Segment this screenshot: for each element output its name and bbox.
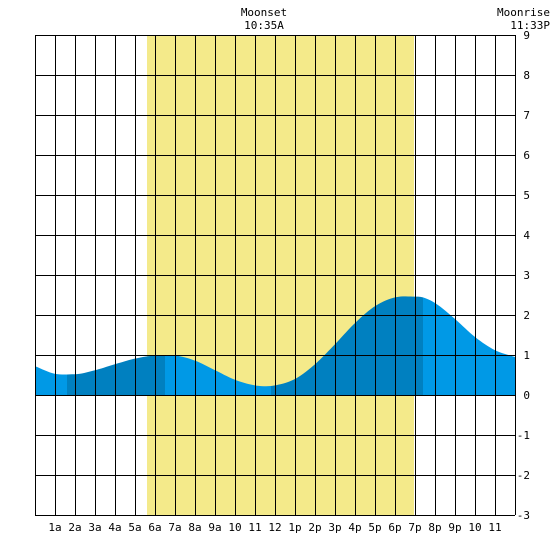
x-tick-label: 7p — [408, 521, 421, 534]
moon-event-time: 11:33P — [510, 19, 550, 32]
x-tick-label: 6a — [148, 521, 161, 534]
y-tick-label: 0 — [523, 389, 530, 402]
y-tick-label: 4 — [523, 229, 530, 242]
y-tick-label: 3 — [523, 269, 530, 282]
x-tick-label: 2a — [68, 521, 81, 534]
y-tick-label: 2 — [523, 309, 530, 322]
tide-segment-falling — [423, 297, 515, 395]
x-tick-label: 11 — [248, 521, 261, 534]
x-tick-label: 4a — [108, 521, 121, 534]
x-tick-label: 5p — [368, 521, 381, 534]
tide-segment-rising — [271, 296, 423, 395]
x-tick-label: 12 — [268, 521, 281, 534]
x-tick-label: 9p — [448, 521, 461, 534]
x-tick-label: 8p — [428, 521, 441, 534]
y-tick-label: -2 — [517, 469, 530, 482]
x-tick-label: 8a — [188, 521, 201, 534]
x-tick-label: 7a — [168, 521, 181, 534]
y-tick-label: 6 — [523, 149, 530, 162]
tide-segment-falling — [35, 366, 67, 395]
x-tick-label: 1a — [48, 521, 61, 534]
moon-event-time: 10:35A — [244, 19, 284, 32]
tide-segment-falling — [165, 354, 271, 395]
x-tick-label: 3a — [88, 521, 101, 534]
y-tick-label: -1 — [517, 429, 530, 442]
y-tick-label: 7 — [523, 109, 530, 122]
x-tick-label: 9a — [208, 521, 221, 534]
y-tick-label: 8 — [523, 69, 530, 82]
moon-event-label: Moonset — [241, 6, 287, 19]
moon-event-label: Moonrise — [497, 6, 550, 19]
x-tick-label: 10 — [468, 521, 481, 534]
x-tick-label: 10 — [228, 521, 241, 534]
x-tick-label: 6p — [388, 521, 401, 534]
y-tick-label: 9 — [523, 29, 530, 42]
y-tick-label: 1 — [523, 349, 530, 362]
x-tick-label: 2p — [308, 521, 321, 534]
y-tick-label: -3 — [517, 509, 530, 522]
x-tick-label: 1p — [288, 521, 301, 534]
x-tick-label: 4p — [348, 521, 361, 534]
x-tick-label: 3p — [328, 521, 341, 534]
y-tick-label: 5 — [523, 189, 530, 202]
x-tick-label: 11 — [488, 521, 501, 534]
x-tick-label: 5a — [128, 521, 141, 534]
